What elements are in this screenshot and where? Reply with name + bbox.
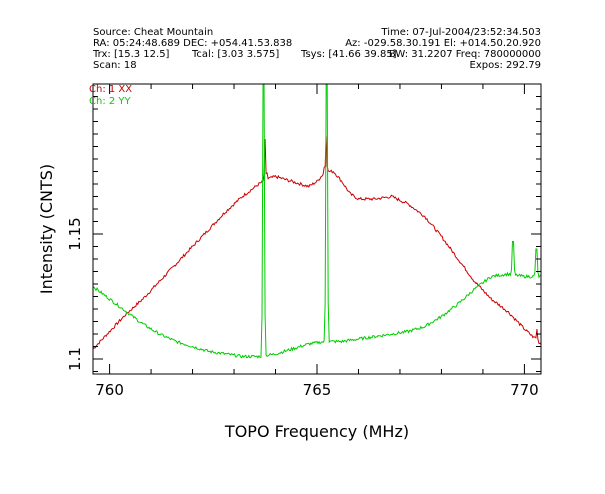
expos-label: Expos: 292.79: [469, 60, 541, 71]
y-tick-label: 1.15: [66, 217, 84, 250]
bw-freq-label: BW: 31.2207 Freq: 780000000: [388, 49, 541, 60]
az-el-label: Az: -029.58.30.191 El: +014.50.20.920: [345, 38, 541, 49]
axis-ticks: [93, 83, 541, 374]
series-line-1: [93, 136, 541, 350]
y-axis-title: Intensity (CNTS): [37, 164, 56, 294]
x-tick-label: 760: [95, 381, 124, 399]
legend-entry-2: Ch: 2 YY: [89, 96, 132, 107]
plot-frame: [92, 83, 542, 375]
source-label: Source: Cheat Mountain: [93, 27, 214, 38]
x-tick-label: 765: [303, 381, 332, 399]
time-label: Time: 07-Jul-2004/23:52:34.503: [381, 27, 541, 38]
plot-area: [93, 84, 541, 359]
y-tick-label: 1.1: [66, 347, 84, 371]
ra-dec-label: RA: 05:24:48.689 DEC: +054.41.53.838: [93, 38, 293, 49]
trx-label: Trx: [15.3 12.5]: [93, 49, 170, 60]
x-tick-label: 770: [510, 381, 539, 399]
legend-entry-1: Ch: 1 XX: [89, 84, 132, 95]
x-axis-title: TOPO Frequency (MHz): [224, 422, 409, 441]
tick-labels: 760 765 770 1.1 1.15: [66, 217, 539, 399]
tcal-label: Tcal: [3.03 3.575]: [192, 49, 280, 60]
series-line-2: [93, 84, 541, 359]
scan-label: Scan: 18: [93, 60, 137, 71]
tsys-label: Tsys: [41.66 39.85]: [301, 49, 397, 60]
